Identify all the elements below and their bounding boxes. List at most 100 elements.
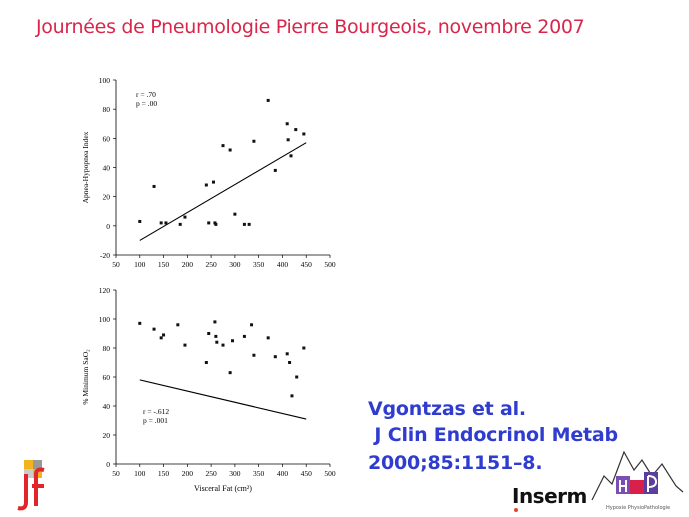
chart-0-y-tick-label: 80 (103, 105, 111, 114)
chart-1-data-point (138, 321, 142, 325)
chart-1-x-tick-label: 350 (253, 469, 265, 478)
chart-1-y-tick-label: 100 (99, 315, 111, 324)
chart-1-data-point (273, 355, 277, 359)
chart-0-data-point (285, 122, 289, 126)
chart-1-y-tick-label: 40 (103, 402, 111, 411)
chart-0-data-point (266, 98, 270, 102)
chart-0-data-point (247, 222, 251, 226)
chart-1-data-point (214, 334, 218, 338)
slide-title: Journées de Pneumologie Pierre Bourgeois… (36, 16, 585, 38)
chart-0-data-point (294, 128, 298, 132)
chart-1-data-point (183, 343, 187, 347)
chart-0-x-tick-label: 300 (229, 260, 241, 269)
chart-0-x-tick-label: 350 (253, 260, 265, 269)
chart-1-x-label: Visceral Fat (cm²) (194, 484, 252, 493)
chart-1-data-point (176, 323, 180, 327)
chart-1-y-tick-label: 120 (99, 286, 111, 295)
hp-lab-caption: Hypoxie PhysioPathologie (606, 505, 671, 511)
chart-0-y-tick-label: -20 (100, 251, 110, 260)
chart-1-data-point (221, 343, 225, 347)
chart-0-x-tick-label: 400 (277, 260, 289, 269)
chart-0-data-point (289, 154, 293, 158)
chart-0-data-point (286, 138, 290, 142)
chart-0-data-point (138, 219, 142, 223)
chart-1-data-point (152, 327, 156, 331)
chart-0-trendline (139, 142, 307, 241)
chart-0-y-tick-label: 20 (103, 193, 111, 202)
chart-0-x-tick-label: 150 (158, 260, 170, 269)
hp-lab-logo (591, 450, 684, 501)
chart-0-x-tick-label: 500 (324, 260, 336, 269)
chart-0-y-label: Apnea-Hypopnea Index (81, 131, 90, 203)
chart-1-data-point (288, 361, 292, 364)
chart-0-y-tick-label: 40 (103, 164, 111, 173)
chart-0-x-tick-label: 50 (112, 260, 120, 269)
chart-1-trendline (139, 379, 307, 420)
chart-1-data-point (302, 346, 306, 350)
chart-1-data-point (266, 336, 270, 340)
chart-0-data-point (273, 168, 277, 172)
chart-1-data-point (204, 361, 208, 364)
chart-0-data-point (204, 183, 208, 187)
chart-0-data-point (152, 184, 156, 188)
chart-1-stat-annotation: p = .001 (143, 416, 168, 425)
chart-1-x-tick-label: 200 (182, 469, 194, 478)
chart-1-data-point (285, 352, 289, 356)
chart-0-y-tick-label: 100 (99, 76, 111, 85)
chart-1-y-tick-label: 80 (103, 344, 111, 353)
chart-1-y-tick-label: 60 (103, 373, 111, 382)
chart-0-x-tick-label: 200 (182, 260, 194, 269)
chart-1-data-point (213, 320, 217, 324)
chart-1-data-point (159, 336, 163, 340)
chart-0-data-point (228, 148, 232, 152)
chart-1-data-point (250, 323, 254, 327)
chart-0-x-tick-label: 250 (205, 260, 217, 269)
chart-1-data-point (252, 353, 256, 357)
inserm-logo-dot (514, 508, 518, 512)
chart-1-y-tick-label: 20 (103, 431, 111, 440)
chart-0-data-point (178, 222, 182, 226)
chart-1-data-point (242, 334, 246, 338)
chart-0-data-point (211, 180, 215, 184)
chart-1-x-tick-label: 100 (134, 469, 146, 478)
chart-1-y-label: % Minimum SaO₂ (81, 349, 90, 405)
citation-journal: J Clin Endocrinol Metab (368, 424, 618, 446)
chart-0-data-point (233, 212, 237, 216)
chart-1-x-tick-label: 50 (112, 469, 120, 478)
chart-0-data-point (159, 221, 163, 225)
chart-0-x-tick-label: 450 (301, 260, 313, 269)
chart-1-x-tick-label: 300 (229, 469, 241, 478)
chart-0-data-point (242, 222, 246, 226)
chart-0-data-point (183, 215, 187, 219)
citation-authors: Vgontzas et al. (368, 398, 526, 420)
chart-0-data-point (207, 221, 211, 225)
chart-0-data-point (302, 132, 306, 136)
chart-1-x-tick-label: 450 (301, 469, 313, 478)
chart-0-y-tick-label: 0 (106, 222, 110, 231)
chart-1-data-point (162, 333, 166, 337)
chart-1-data-point (207, 332, 211, 335)
jf-logo (17, 460, 45, 511)
chart-0-stat-annotation: p = .00 (136, 99, 157, 108)
chart-1-x-tick-label: 500 (324, 469, 336, 478)
chart-0-x-tick-label: 100 (134, 260, 146, 269)
chart-1-data-point (231, 339, 235, 343)
chart-0-stat-annotation: r = .70 (136, 90, 156, 99)
chart-1-y-tick-label: 0 (106, 460, 110, 469)
chart-1-x-tick-label: 250 (205, 469, 217, 478)
citation-reference: 2000;85:1151–8. (368, 452, 543, 474)
chart-1-data-point (295, 375, 299, 379)
chart-1-data-point (215, 340, 219, 344)
chart-1-stat-annotation: r = -.612 (143, 407, 169, 416)
chart-1-x-tick-label: 400 (277, 469, 289, 478)
inserm-logo-text: Inserm (512, 484, 587, 508)
chart-0-data-point (252, 139, 256, 143)
chart-1-data-point (290, 394, 294, 398)
chart-0-data-point (164, 221, 168, 225)
chart-1-data-point (228, 371, 232, 375)
chart-0-data-point (221, 144, 225, 148)
chart-1-x-tick-label: 150 (158, 469, 170, 478)
chart-0-data-point (214, 222, 218, 226)
chart-0-y-tick-label: 60 (103, 134, 111, 143)
